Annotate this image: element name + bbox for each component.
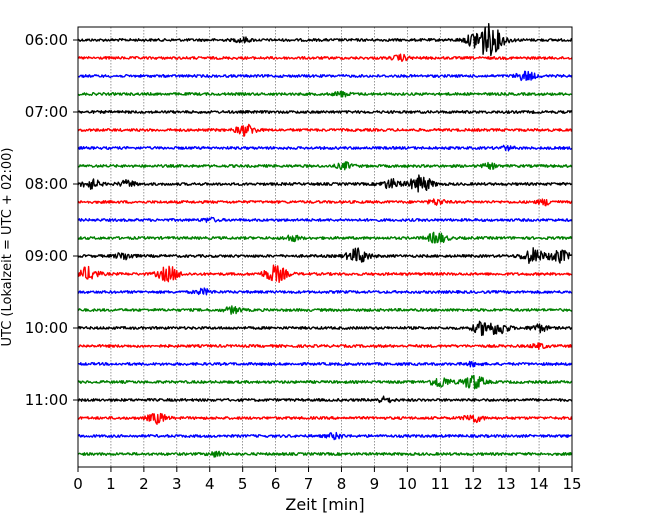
x-grid-lines bbox=[110, 27, 540, 467]
trace-line bbox=[77, 320, 573, 337]
trace-line bbox=[77, 161, 573, 171]
trace-line bbox=[77, 53, 573, 62]
y-tick-label: 08:00 bbox=[25, 175, 68, 193]
trace-line bbox=[77, 287, 573, 296]
x-tick-label: 9 bbox=[370, 475, 380, 493]
trace-line bbox=[77, 431, 573, 441]
x-tick-label: 15 bbox=[562, 475, 581, 493]
trace-line bbox=[77, 198, 573, 207]
x-tick-label: 2 bbox=[139, 475, 149, 493]
trace-line bbox=[78, 305, 573, 315]
x-tick-label: 7 bbox=[304, 475, 314, 493]
x-tick-label: 0 bbox=[73, 475, 83, 493]
x-tick-label: 14 bbox=[530, 475, 549, 493]
trace-line bbox=[77, 22, 573, 57]
x-tick-label: 3 bbox=[172, 475, 182, 493]
y-tick-label: 10:00 bbox=[25, 319, 68, 337]
plot-frame bbox=[77, 26, 573, 468]
trace-line bbox=[77, 360, 573, 368]
seismic-traces bbox=[77, 22, 573, 458]
trace-line bbox=[77, 174, 573, 193]
x-tick-label: 4 bbox=[205, 475, 215, 493]
y-tick-label: 11:00 bbox=[25, 391, 68, 409]
trace-line bbox=[77, 247, 573, 265]
trace-line bbox=[77, 144, 573, 152]
trace-line bbox=[77, 90, 573, 98]
trace-line bbox=[77, 123, 573, 137]
x-tick-label: 10 bbox=[398, 475, 417, 493]
trace-line bbox=[77, 216, 573, 223]
x-tick-label: 13 bbox=[497, 475, 516, 493]
trace-line bbox=[77, 70, 573, 82]
x-axis-label: Zeit [min] bbox=[285, 495, 364, 514]
x-axis: 0 1 2 3 4 5 6 7 8 9 10 11 12 13 14 15 bbox=[73, 467, 582, 493]
trace-line bbox=[77, 395, 573, 404]
trace-line bbox=[77, 412, 573, 425]
x-tick-label: 12 bbox=[464, 475, 483, 493]
x-tick-label: 5 bbox=[238, 475, 248, 493]
y-tick-label: 06:00 bbox=[25, 31, 68, 49]
y-tick-label: 09:00 bbox=[25, 247, 68, 265]
trace-line bbox=[77, 231, 573, 244]
y-tick-label: 07:00 bbox=[25, 103, 68, 121]
x-tick-label: 11 bbox=[431, 475, 450, 493]
trace-line bbox=[77, 374, 573, 390]
trace-line bbox=[77, 110, 573, 114]
x-tick-label: 1 bbox=[106, 475, 116, 493]
trace-line bbox=[77, 342, 573, 351]
trace-line bbox=[77, 264, 573, 283]
y-axis: 06:00 07:00 08:00 09:00 10:00 11:00 bbox=[25, 31, 78, 409]
trace-line bbox=[77, 450, 573, 458]
x-tick-label: 8 bbox=[337, 475, 347, 493]
x-tick-label: 6 bbox=[271, 475, 281, 493]
y-axis-label: UTC (Lokalzeit = UTC + 02:00) bbox=[0, 148, 15, 347]
